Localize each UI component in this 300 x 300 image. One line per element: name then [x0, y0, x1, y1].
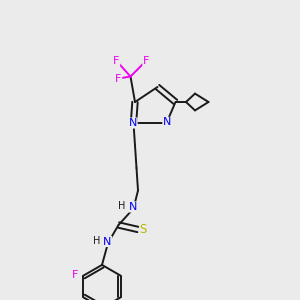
Text: S: S	[140, 223, 147, 236]
Text: F: F	[143, 56, 149, 66]
Text: F: F	[115, 74, 122, 85]
Text: N: N	[129, 202, 137, 212]
Text: F: F	[113, 56, 120, 66]
Text: N: N	[163, 117, 171, 128]
Text: N: N	[129, 118, 137, 128]
Text: F: F	[72, 270, 78, 280]
Text: N: N	[103, 236, 112, 247]
Text: H: H	[118, 201, 126, 211]
Text: H: H	[93, 236, 100, 246]
